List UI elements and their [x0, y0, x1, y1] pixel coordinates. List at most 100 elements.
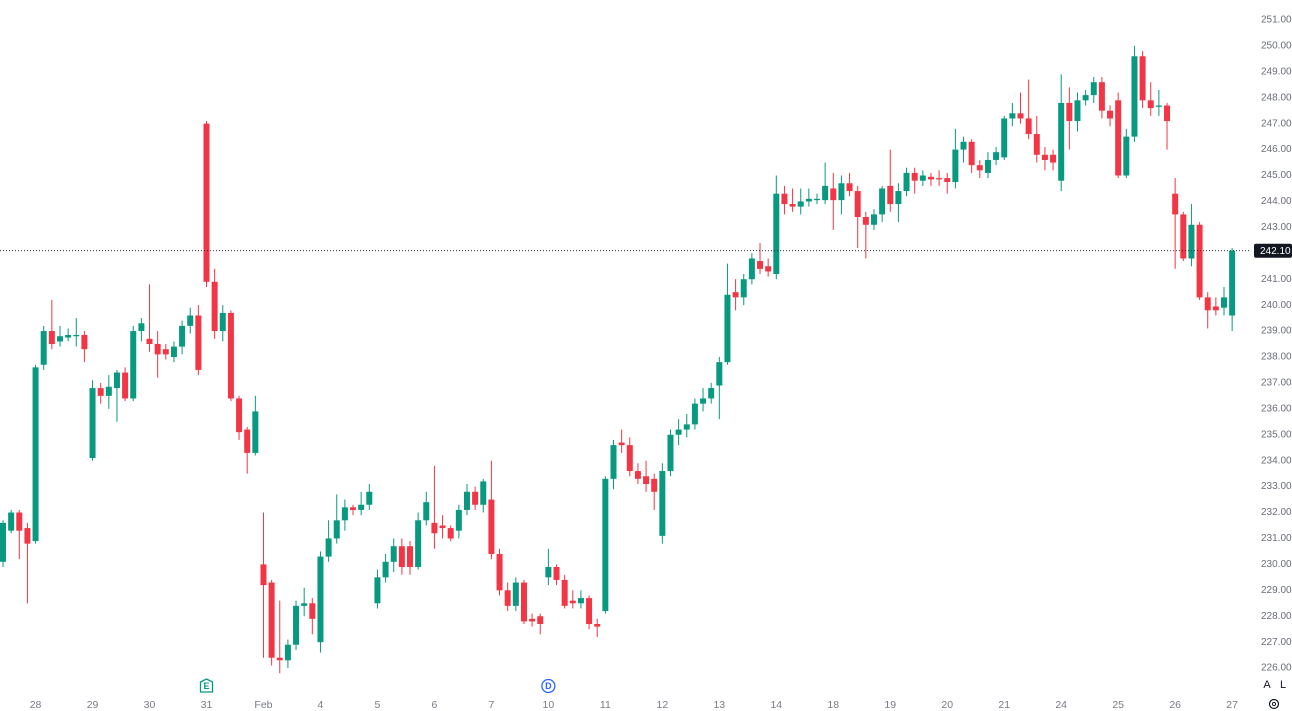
candle-body	[16, 512, 23, 531]
x-tick-label: 11	[600, 699, 611, 711]
candle-body	[236, 398, 243, 433]
candle-body	[138, 323, 145, 332]
candle-body	[805, 198, 812, 202]
candle-body	[195, 315, 202, 370]
candle-body	[431, 522, 438, 534]
candle-body	[1050, 154, 1057, 163]
candle-body	[879, 188, 886, 215]
scale-button[interactable]: L	[1280, 679, 1286, 691]
candle-body	[1221, 297, 1227, 308]
candle-body	[936, 178, 943, 180]
x-tick-label: 29	[87, 699, 99, 711]
x-tick-label: 19	[884, 699, 896, 711]
candle-body	[358, 504, 365, 510]
x-tick-label: 18	[827, 699, 839, 711]
candle-body	[895, 191, 902, 205]
candle-body	[1172, 193, 1179, 215]
candle-body	[398, 546, 405, 567]
y-tick-label: 243.00	[1261, 222, 1292, 233]
event-label[interactable]: D	[545, 681, 552, 691]
gear-hub[interactable]	[1271, 701, 1277, 707]
x-tick-label: 5	[375, 699, 381, 711]
candle-body	[268, 582, 275, 658]
candle-body	[968, 141, 975, 166]
candle-body	[122, 372, 129, 399]
candle-body	[1139, 56, 1146, 101]
x-tick-label: 7	[488, 699, 494, 711]
candle-body	[708, 388, 715, 399]
settings-icon[interactable]	[1268, 698, 1280, 710]
candle-body	[1066, 102, 1073, 122]
candle-body	[455, 509, 462, 531]
candle-body	[488, 499, 495, 555]
candle-body	[89, 388, 96, 459]
gear[interactable]	[1268, 698, 1280, 710]
y-tick-label: 227.00	[1261, 637, 1292, 648]
candle-body	[520, 582, 527, 622]
candle-body	[748, 258, 755, 280]
candle-body	[227, 312, 234, 399]
candle-body	[1229, 250, 1236, 316]
x-tick-label: 25	[1112, 699, 1124, 711]
candle-body	[496, 554, 503, 591]
candle-body	[732, 292, 739, 298]
candle-body	[1090, 82, 1097, 96]
candle-body	[211, 281, 218, 332]
y-tick-label: 244.00	[1261, 196, 1292, 207]
candle-body	[765, 266, 772, 272]
candle-body	[700, 398, 707, 404]
candle-body	[862, 216, 869, 225]
event-label[interactable]: E	[203, 681, 209, 691]
candle-body	[944, 178, 951, 182]
candle-body	[1188, 224, 1195, 259]
candle-body	[390, 546, 397, 562]
candle-body	[284, 644, 291, 661]
candle-body	[919, 175, 926, 181]
y-tick-label: 248.00	[1261, 92, 1292, 103]
event-marker[interactable]	[199, 678, 214, 693]
candle-body	[537, 616, 544, 625]
candle-body	[24, 528, 31, 544]
y-tick-label: 246.00	[1261, 144, 1292, 155]
candle-body	[602, 478, 609, 612]
candle-body	[659, 471, 666, 536]
y-tick-label: 250.00	[1261, 41, 1292, 52]
candle-body	[724, 294, 731, 363]
candle-body	[113, 372, 120, 389]
candle-body	[1001, 118, 1008, 158]
candle-body	[1074, 100, 1081, 122]
candle-body	[276, 657, 283, 661]
candle-body	[81, 334, 88, 350]
candle-body	[643, 476, 650, 485]
candle-body	[984, 159, 991, 173]
y-tick-label: 245.00	[1261, 170, 1292, 181]
candle-body	[1155, 105, 1162, 107]
candle-body	[960, 141, 967, 150]
candle-body	[789, 204, 796, 207]
candle-body	[822, 185, 829, 201]
candle-body	[618, 442, 625, 446]
y-tick-label: 233.00	[1261, 481, 1292, 492]
candle-body	[870, 214, 877, 225]
event-marker[interactable]	[541, 678, 556, 694]
candle-body	[846, 183, 853, 192]
scale-button[interactable]: A	[1263, 679, 1271, 691]
candle-body	[317, 556, 324, 643]
candle-body	[187, 315, 194, 326]
candle-body	[1033, 134, 1040, 155]
candle-body	[48, 331, 55, 345]
candle-body	[830, 188, 837, 201]
candle-body	[716, 362, 723, 386]
candle-body	[634, 471, 641, 479]
candle-body	[675, 429, 682, 435]
candle-body	[480, 481, 487, 505]
candle-body	[1107, 110, 1114, 119]
candle-body	[32, 367, 39, 542]
candle-body	[626, 445, 633, 472]
candle-body	[529, 618, 536, 622]
y-tick-label: 241.00	[1261, 274, 1292, 285]
candle-body	[586, 598, 593, 625]
x-tick-label: 20	[941, 699, 953, 711]
y-tick-label: 240.00	[1261, 300, 1292, 311]
